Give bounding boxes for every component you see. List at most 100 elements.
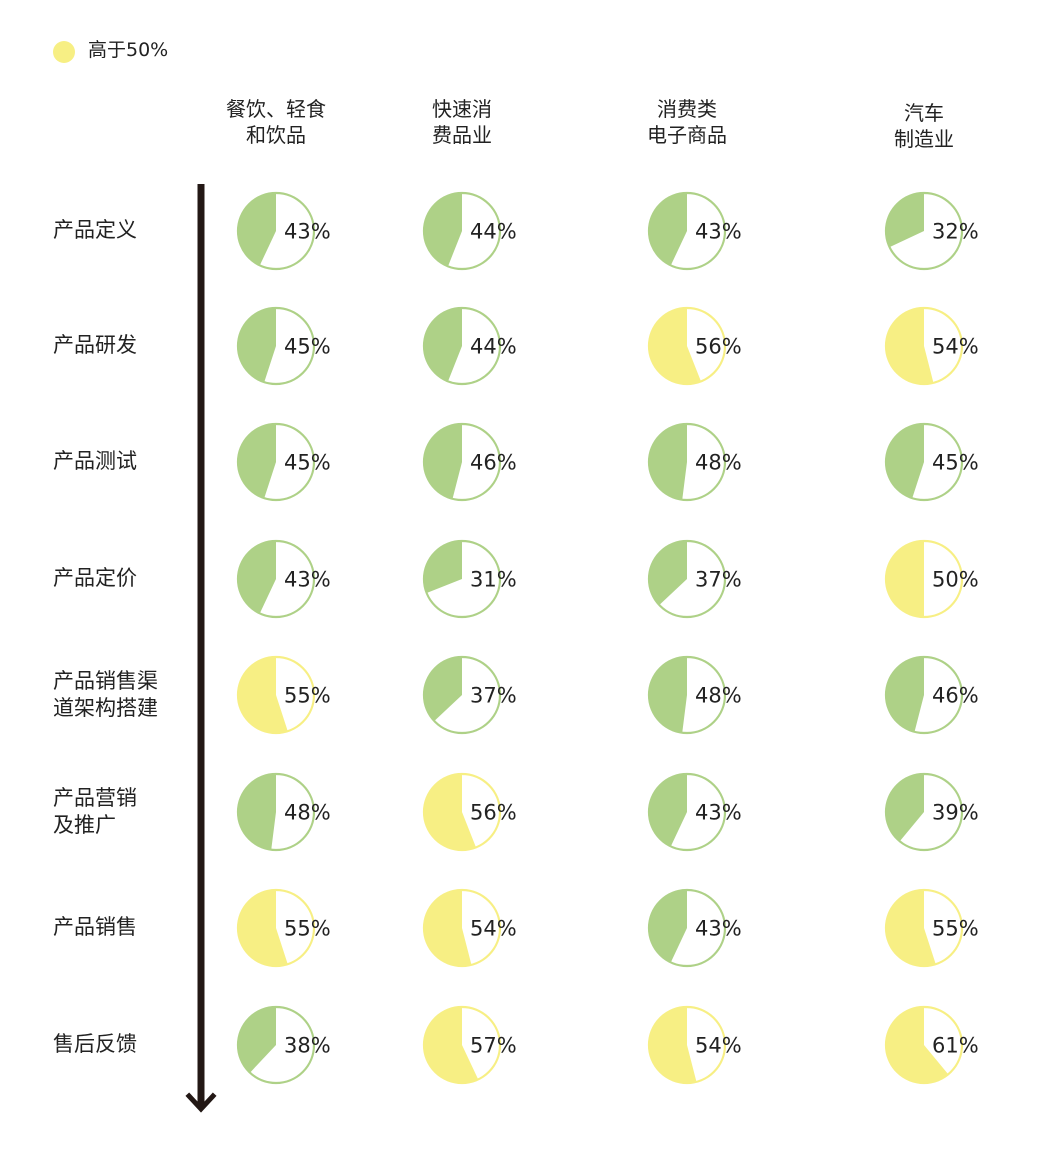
pie-cell: 56% — [647, 306, 742, 386]
pie-cell: 55% — [236, 655, 331, 735]
pie-cell: 43% — [236, 191, 331, 271]
pie-slice — [885, 890, 936, 966]
column-header: 快速消 费品业 — [362, 96, 562, 148]
pie-cell: 45% — [236, 422, 331, 502]
column-header-line: 费品业 — [432, 123, 492, 147]
pie-value-label: 45% — [284, 451, 331, 475]
pie-value-label: 55% — [284, 684, 331, 708]
row-label: 产品研发 — [53, 332, 137, 359]
row-label: 产品营销 及推广 — [53, 785, 137, 839]
pie-value-label: 37% — [695, 568, 742, 592]
column-header-line: 餐饮、轻食 — [226, 97, 326, 121]
pie-value-label: 32% — [932, 220, 979, 244]
pie-slice — [649, 1007, 697, 1083]
pie-slice — [423, 423, 462, 499]
pie-value-label: 45% — [932, 451, 979, 475]
pie-value-label: 55% — [284, 917, 331, 941]
pie-value-label: 54% — [470, 917, 517, 941]
pie-slice — [238, 1007, 276, 1073]
pie-value-label: 48% — [695, 684, 742, 708]
column-header: 汽车 制造业 — [824, 100, 1024, 152]
column-header: 消费类 电子商品 — [587, 96, 787, 148]
row-label-line: 道架构搭建 — [53, 696, 158, 720]
pie-slice — [886, 541, 924, 617]
pie-slice — [237, 657, 288, 734]
pie-slice — [423, 774, 476, 850]
pie-slice — [886, 193, 924, 248]
pie-cell: 48% — [647, 422, 742, 502]
row-label: 产品测试 — [53, 448, 137, 475]
pie-value-label: 57% — [470, 1034, 517, 1058]
row-label-line: 产品销售 — [53, 914, 137, 939]
pie-cell: 57% — [422, 1005, 517, 1085]
pie-cell: 31% — [422, 539, 517, 619]
pie-slice — [649, 541, 687, 606]
pie-value-label: 54% — [695, 1034, 742, 1058]
row-label: 产品销售渠道架构搭建 — [53, 668, 158, 722]
row-label-line: 产品研发 — [53, 332, 137, 357]
pie-value-label: 43% — [695, 917, 742, 941]
pie-slice — [238, 308, 276, 383]
pie-slice — [238, 541, 276, 614]
pie-cell: 43% — [647, 888, 742, 968]
pie-value-label: 61% — [932, 1034, 979, 1058]
pie-value-label: 31% — [470, 568, 517, 592]
pie-cell: 48% — [236, 772, 331, 852]
column-header-line: 快速消 — [432, 97, 492, 121]
pie-slice — [649, 774, 687, 847]
row-label-line: 产品营销 — [53, 786, 137, 810]
pie-cell: 39% — [884, 772, 979, 852]
pie-slice — [649, 657, 687, 733]
row-label-line: 产品销售渠 — [53, 669, 158, 693]
pie-cell: 46% — [422, 422, 517, 502]
row-label-line: 及推广 — [53, 813, 116, 837]
row-label: 产品定义 — [53, 217, 137, 244]
pie-slice — [649, 193, 687, 266]
pie-slice — [649, 890, 687, 963]
row-label: 产品销售 — [53, 914, 137, 941]
pie-slice — [424, 890, 472, 967]
pie-slice — [238, 774, 276, 850]
pie-slice — [885, 1007, 949, 1083]
pie-cell: 37% — [647, 539, 742, 619]
pie-value-label: 56% — [695, 335, 742, 359]
pie-value-label: 38% — [284, 1034, 331, 1058]
pie-cell: 54% — [647, 1005, 742, 1085]
row-label-line: 产品定义 — [53, 217, 137, 242]
pie-slice — [238, 424, 276, 499]
pie-cell: 32% — [884, 191, 979, 271]
pie-slice — [424, 657, 462, 722]
pie-cell: 44% — [422, 306, 517, 386]
pie-slice — [886, 308, 934, 384]
pie-cell: 54% — [884, 306, 979, 386]
pie-slice — [649, 424, 687, 500]
pie-cell: 61% — [884, 1005, 979, 1085]
pie-value-label: 55% — [932, 917, 979, 941]
row-label-line: 售后反馈 — [53, 1031, 137, 1056]
pie-slice — [424, 193, 462, 267]
pie-slice — [886, 424, 924, 499]
column-header-line: 制造业 — [894, 127, 954, 151]
pie-slice — [237, 890, 288, 966]
column-header-line: 和饮品 — [246, 123, 306, 147]
pie-value-label: 43% — [284, 220, 331, 244]
pie-cell: 43% — [647, 772, 742, 852]
legend-label: 高于50% — [88, 39, 169, 61]
pie-value-label: 46% — [932, 684, 979, 708]
legend-marker — [53, 41, 75, 63]
pie-value-label: 45% — [284, 335, 331, 359]
pie-slice — [886, 774, 924, 842]
pie-slice — [423, 1007, 479, 1083]
row-label: 售后反馈 — [53, 1031, 137, 1058]
row-label-line: 产品测试 — [53, 448, 137, 473]
pie-value-label: 39% — [932, 801, 979, 825]
pie-value-label: 44% — [470, 335, 517, 359]
row-label-line: 产品定价 — [53, 565, 137, 590]
pie-value-label: 44% — [470, 220, 517, 244]
pie-value-label: 46% — [470, 451, 517, 475]
row-label: 产品定价 — [53, 565, 137, 592]
pie-slice — [424, 541, 462, 593]
pie-value-label: 54% — [932, 335, 979, 359]
pie-cell: 55% — [236, 888, 331, 968]
